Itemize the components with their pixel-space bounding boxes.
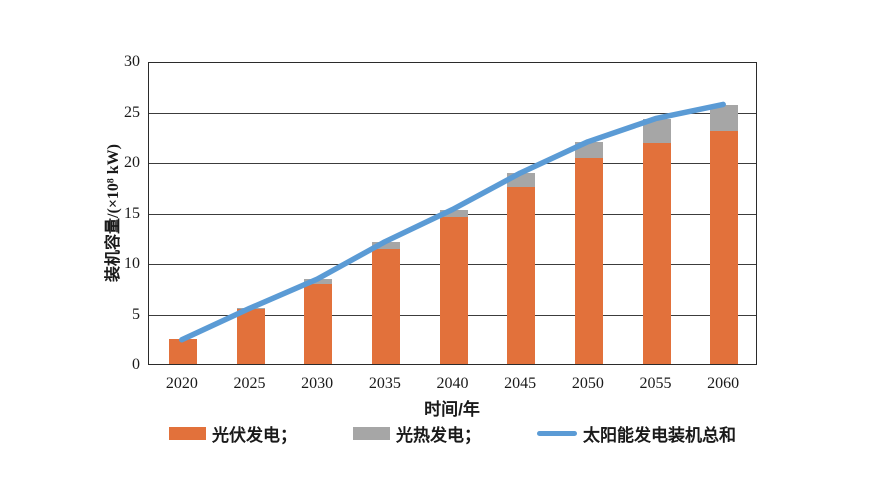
csp-swatch-icon [353, 427, 390, 440]
x-tick-label: 2030 [301, 375, 334, 392]
bar-segment-pv [304, 283, 333, 364]
y-tick-label: 15 [124, 204, 140, 222]
x-tick-label: 2035 [368, 375, 401, 392]
plot-area [148, 62, 757, 365]
y-tick-label: 10 [124, 255, 140, 272]
legend-label-csp: 光热发电； [396, 426, 481, 445]
y-tick-label: 5 [132, 305, 140, 323]
bar-segment-pv [371, 248, 400, 364]
legend-label-total: 太阳能发电装机总和 [583, 426, 736, 445]
x-tick-label: 2045 [504, 375, 537, 392]
y-tick-label: 25 [124, 103, 140, 121]
bar-segment-csp [439, 209, 468, 217]
bar-segment-csp [304, 278, 333, 284]
total-line-swatch-icon [537, 431, 577, 436]
legend-item-total: 太阳能发电装机总和 [537, 421, 736, 446]
bar-segment-csp [642, 119, 671, 144]
x-tick-label: 2040 [436, 375, 469, 392]
bar-segment-pv [168, 338, 197, 364]
x-tick-label: 2055 [639, 375, 672, 392]
legend-item-csp: 光热发电； [353, 421, 481, 446]
y-tick-label: 30 [124, 53, 140, 70]
y-tick-label: 20 [124, 154, 140, 171]
x-axis-title: 时间/年 [424, 400, 480, 419]
pv-swatch-icon [169, 427, 206, 440]
x-tick-label: 2060 [707, 375, 740, 392]
x-tick-label: 2025 [233, 375, 266, 392]
x-tick-label: 2020 [165, 375, 198, 392]
y-tick-label: 0 [132, 356, 140, 373]
bar-segment-pv [507, 187, 536, 364]
bar-segment-pv [574, 158, 603, 364]
bar-segment-csp [371, 241, 400, 249]
bar-segment-pv [642, 143, 671, 364]
x-tick-label: 2050 [571, 375, 604, 392]
bar-segment-csp [710, 105, 739, 132]
bar-segment-pv [439, 216, 468, 364]
bar-segment-csp [574, 142, 603, 159]
bar-segment-pv [710, 131, 739, 364]
legend: 光伏发电； 光热发电； 太阳能发电装机总和 [13, 421, 879, 446]
bar-segment-pv [236, 308, 265, 364]
legend-item-pv: 光伏发电； [169, 421, 297, 446]
bar-segment-csp [236, 307, 265, 309]
gridline [149, 112, 756, 114]
legend-label-pv: 光伏发电； [212, 426, 297, 445]
bar-segment-csp [507, 173, 536, 188]
